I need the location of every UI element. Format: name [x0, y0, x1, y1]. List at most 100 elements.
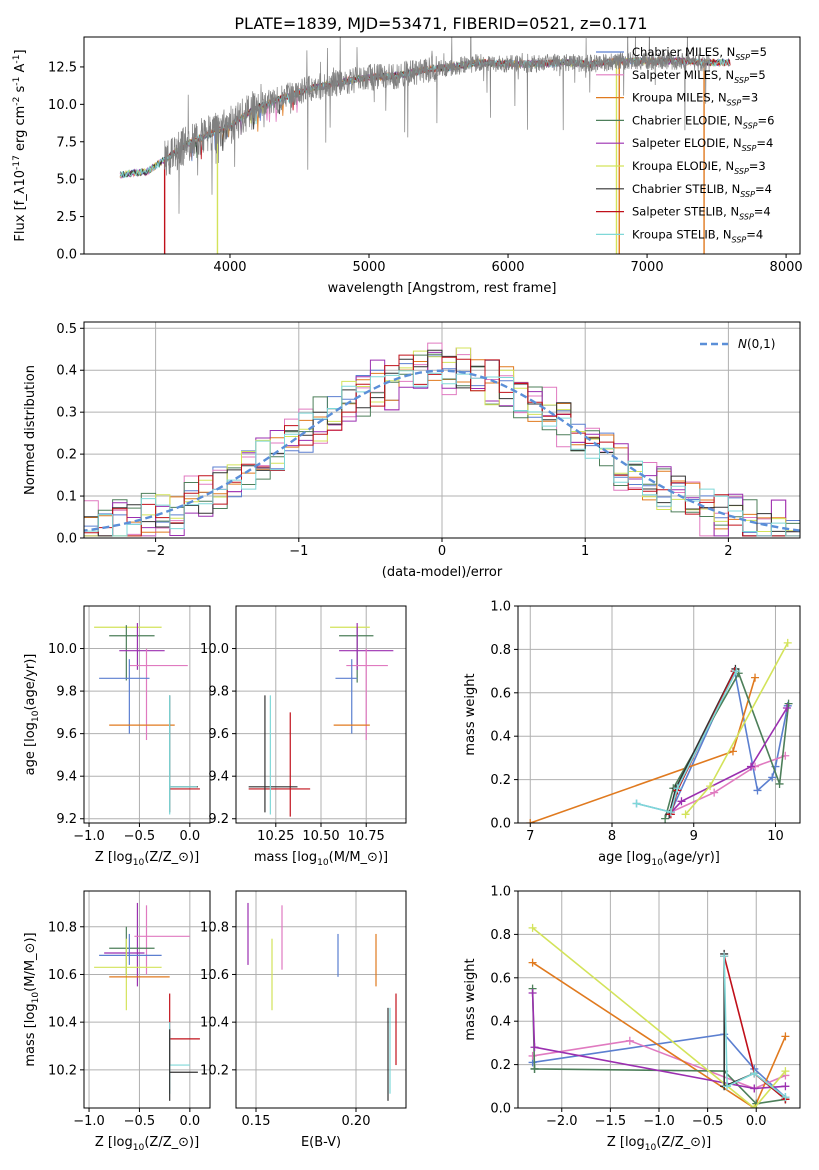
y-tick-label: 0.2: [490, 1058, 511, 1073]
label-part: wavelength [Angstrom, rest frame]: [328, 281, 557, 296]
label-part: mass [log: [254, 850, 317, 865]
y-tick-label: 10.2: [48, 1063, 77, 1078]
legend-text: =3: [741, 91, 758, 105]
legend-text: =5: [750, 45, 767, 59]
axes-front: 0.15 0.20 10.2 10.4 10.6 10.8 E(B-V): [200, 890, 407, 1150]
y-tick-label: 2.5: [56, 210, 77, 225]
y-tick-label: 0.8: [490, 928, 511, 943]
x-tick-label: −1: [289, 544, 308, 559]
weight-marker: [768, 773, 777, 782]
weight-line-kroupa-elodie: [532, 927, 787, 1108]
label-part: 10: [31, 992, 41, 1004]
legend-label: Salpeter MILES, NSSP=5: [632, 68, 766, 85]
x-tick-label: 0.20: [342, 1114, 371, 1129]
x-tick-label: −1.0: [73, 829, 105, 844]
y-tick-label: 0.1: [56, 490, 77, 505]
x-axis-label: Z [log10(Z/Z_⊙)]: [95, 1135, 199, 1153]
legend-subscript: SSP: [734, 76, 749, 85]
weight-marker: [720, 952, 729, 961]
label-part: 10: [645, 1143, 657, 1153]
x-tick-label: 0: [438, 544, 446, 559]
weight-line-kroupa-stelib: [723, 956, 786, 1098]
legend-text: Salpeter MILES, N: [632, 68, 734, 82]
label-part: (M/M: [23, 960, 38, 992]
y-tick-label: 0.0: [56, 532, 77, 547]
weight-line-kroupa-miles: [532, 961, 787, 1108]
x-tick-label: 0.15: [242, 1114, 271, 1129]
x-tick-label: 2: [724, 544, 732, 559]
legend-text: =4: [756, 136, 773, 150]
weight-marker: [526, 819, 535, 823]
label-part: )]: [23, 932, 38, 942]
legend-label: Chabrier ELODIE, NSSP=6: [632, 113, 774, 130]
y-tick-label: 0.0: [490, 817, 511, 832]
x-axis-label: Z [log10(Z/Z_⊙)]: [607, 1135, 711, 1153]
legend-text: Salpeter STELIB, N: [632, 205, 739, 219]
weight-marker: [750, 1104, 759, 1108]
label-part: -1: [12, 77, 22, 86]
axes-frame: [83, 605, 211, 824]
label-part: (M/M: [329, 850, 361, 865]
label-part: mass weight: [463, 958, 478, 1040]
legend-text: Salpeter ELODIE, N: [632, 136, 742, 150]
weight-line-chabrier-stelib: [723, 953, 786, 1100]
legend-subscript: SSP: [739, 213, 754, 222]
label-part: Z [log: [607, 1135, 645, 1150]
x-tick-label: −0.5: [124, 1114, 156, 1129]
legend-text: Chabrier STELIB, N: [632, 182, 740, 196]
weight-marker: [775, 779, 784, 788]
weight-marker: [710, 788, 719, 797]
weight-marker: [751, 673, 760, 682]
panel-age-vs-mass: 10.25 10.50 10.75 9.2 9.4 9.6 9.8 10.0 mass [log…: [200, 605, 407, 868]
legend-text: Chabrier ELODIE, N: [632, 113, 743, 127]
plot-area: [526, 638, 793, 823]
weight-marker: [530, 1064, 539, 1073]
weight-marker: [528, 958, 537, 967]
axes-frame: [83, 890, 211, 1109]
axes-front: −1.0 −0.5 0.010.210.410.610.8Z [log10(Z/Z_…: [23, 890, 211, 1153]
x-tick-label: 0.0: [179, 1114, 200, 1129]
weight-marker: [783, 638, 792, 647]
legend-text: =3: [749, 159, 766, 173]
x-tick-label: 0.0: [746, 1114, 767, 1129]
x-tick-label: −0.5: [692, 1114, 724, 1129]
label-part: Flux [f: [13, 200, 28, 241]
legend-text: =4: [754, 205, 771, 219]
weight-marker: [666, 808, 675, 817]
legend-subscript: SSP: [740, 190, 755, 199]
weight-marker: [706, 782, 715, 791]
weight-line-salpeter-elodie: [531, 992, 786, 1090]
legend-label: Salpeter STELIB, NSSP=4: [632, 205, 771, 222]
label-part: _λ: [13, 186, 28, 202]
legend-text: =4: [746, 227, 763, 241]
label-part: Z [log: [95, 850, 133, 865]
weight-marker: [528, 1051, 537, 1060]
legend-label: Salpeter ELODIE, NSSP=4: [632, 136, 773, 153]
spectrum-data-line: [164, 37, 710, 214]
y-tick-label: 10.2: [200, 1063, 229, 1078]
histogram-kroupa-stelib: [84, 370, 800, 537]
x-tick-label: 0.0: [179, 829, 200, 844]
y-tick-label: 10.0: [200, 642, 229, 657]
y-tick-label: 10.4: [200, 1016, 229, 1031]
y-tick-label: 0.4: [490, 730, 511, 745]
label-part: 10: [317, 858, 329, 868]
plot-area: [248, 623, 394, 817]
panel-mass-vs-z: −1.0 −0.5 0.010.210.410.610.8Z [log10(Z/Z_…: [23, 890, 211, 1153]
label-part: (Z/Z: [144, 850, 171, 865]
y-tick-label: 7.5: [56, 135, 77, 150]
label-part: mass [log: [23, 1003, 38, 1066]
label-part: -2: [12, 97, 22, 106]
legend-text: Kroupa ELODIE, N: [632, 159, 734, 173]
label-part: (age/yr)]: [23, 654, 38, 711]
x-tick-label: 7000: [631, 260, 664, 275]
weight-marker: [781, 1093, 790, 1102]
label-part: s: [13, 85, 28, 96]
weight-marker: [530, 1043, 539, 1052]
label-part: 10: [133, 858, 145, 868]
y-tick-label: 9.6: [56, 727, 77, 742]
plot-area: [247, 902, 397, 1101]
